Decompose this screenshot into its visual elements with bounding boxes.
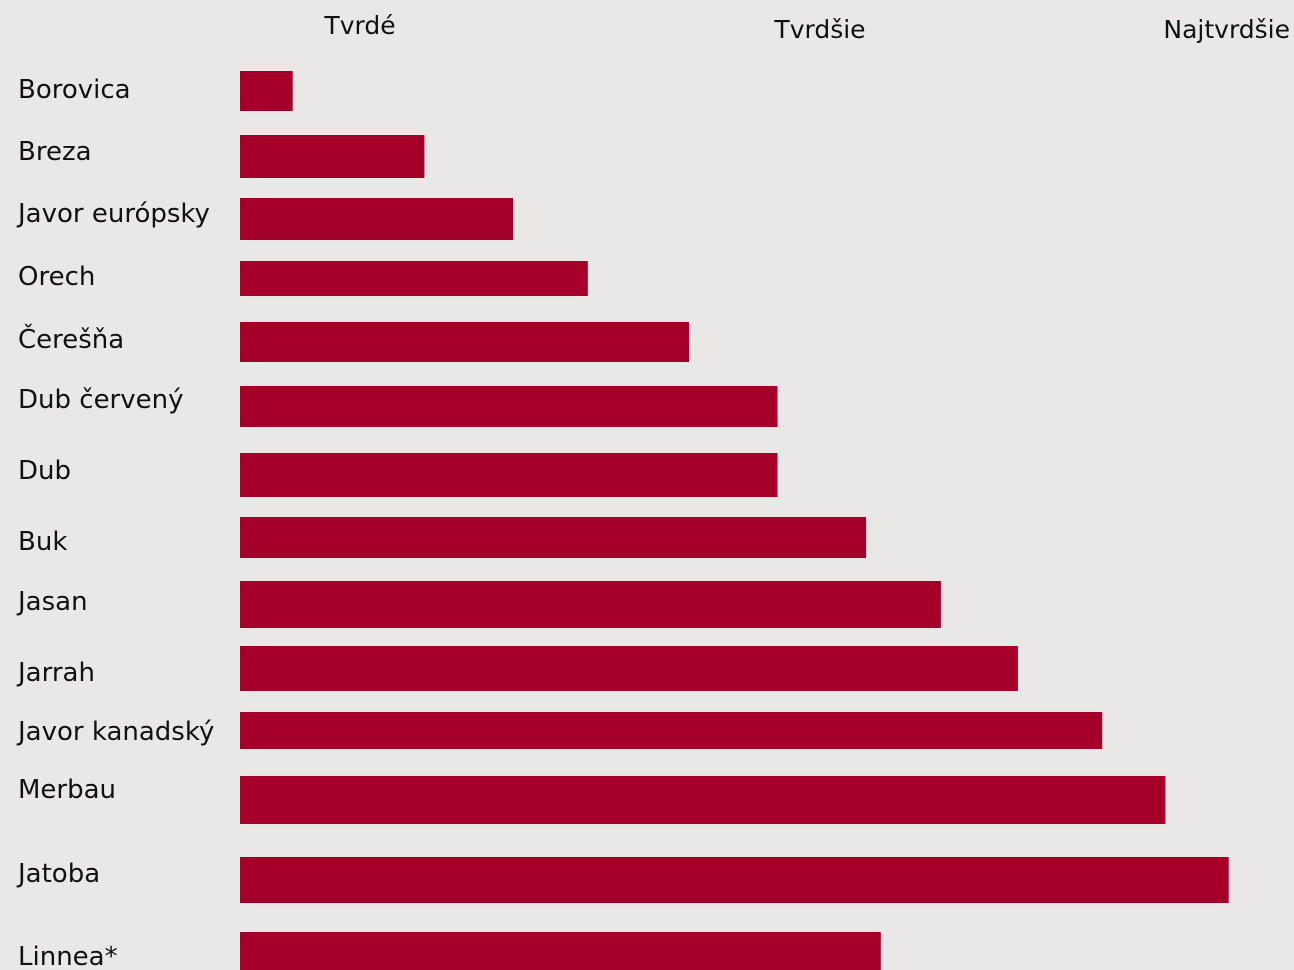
category-label-linnea: Linnea* bbox=[18, 942, 118, 970]
category-label-orech: Orech bbox=[18, 262, 95, 292]
category-label-javor-europsky: Javor európsky bbox=[16, 199, 210, 229]
bar-orech bbox=[240, 261, 588, 296]
bar-jatoba bbox=[240, 857, 1229, 903]
bar-jasan bbox=[240, 581, 941, 628]
hardness-bars bbox=[240, 71, 1229, 970]
scale-label-harder: Tvrdšie bbox=[773, 15, 865, 44]
bar-jarrah bbox=[240, 646, 1018, 691]
bar-javor-europsky bbox=[240, 198, 513, 240]
category-label-ceresna: Čerešňa bbox=[18, 323, 124, 355]
bar-linnea bbox=[240, 932, 881, 970]
category-label-jarrah: Jarrah bbox=[16, 658, 95, 688]
bar-ceresna bbox=[240, 322, 689, 362]
hardness-scale-labels: Tvrdé Tvrdšie Najtvrdšie bbox=[323, 11, 1290, 44]
scale-label-hard: Tvrdé bbox=[323, 11, 395, 40]
category-label-borovica: Borovica bbox=[18, 75, 131, 105]
category-label-breza: Breza bbox=[18, 137, 92, 167]
bar-merbau bbox=[240, 776, 1166, 824]
bar-breza bbox=[240, 135, 425, 178]
scale-label-hardest: Najtvrdšie bbox=[1163, 15, 1290, 44]
category-label-dub-cerveny: Dub červený bbox=[18, 385, 184, 415]
category-label-jatoba: Jatoba bbox=[16, 859, 100, 889]
wood-species-labels: Borovica Breza Javor európsky Orech Čerešňa D… bbox=[16, 75, 214, 970]
category-label-javor-kanadsky: Javor kanadský bbox=[16, 717, 214, 747]
category-label-jasan: Jasan bbox=[16, 587, 88, 617]
category-label-buk: Buk bbox=[18, 527, 67, 557]
bar-javor-kanadsky bbox=[240, 712, 1103, 749]
category-label-merbau: Merbau bbox=[18, 775, 116, 805]
bar-borovica bbox=[240, 71, 293, 111]
bar-dub-cerveny bbox=[240, 386, 778, 427]
category-label-dub: Dub bbox=[18, 456, 71, 486]
bar-dub bbox=[240, 453, 778, 497]
bar-buk bbox=[240, 517, 867, 558]
